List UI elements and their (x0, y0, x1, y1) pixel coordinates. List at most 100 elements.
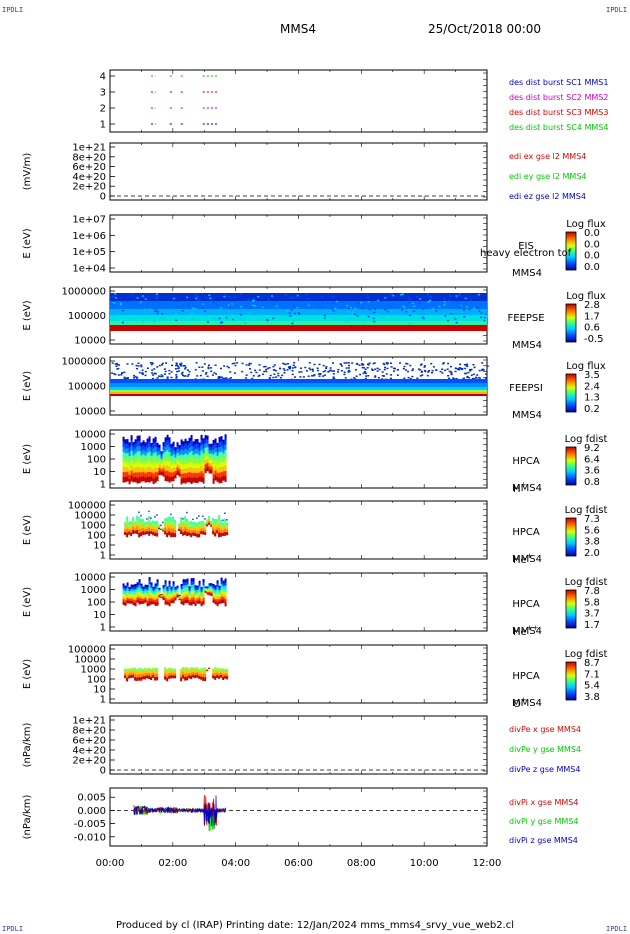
hpca-he-panel-colorbar-title: Log fdist (565, 505, 608, 516)
hpca-hepp-panel-cell (174, 590, 177, 593)
feepse-panel-noise (295, 294, 298, 296)
hpca-hepp-panel-cell (164, 592, 167, 596)
hpca-hepp-panel-cell (158, 587, 161, 590)
hpca-hepp-panel-cell (138, 594, 141, 599)
hpca-h-panel-cell (178, 458, 181, 463)
hpca-h-panel-cell (214, 466, 217, 472)
hpca-h-panel-cell (184, 468, 187, 474)
hpca-hepp-panel-cell (122, 591, 125, 595)
edi-panel-y-tick-label: 4e+20 (72, 172, 106, 183)
hpca-h-panel-cell (130, 450, 133, 457)
feepse-panel-noise (248, 312, 251, 315)
feepsi-panel-noise (466, 365, 469, 368)
divpi-panel-legend-entry: divPi y gse MMS4 (509, 817, 578, 826)
hpca-h-panel-cell (196, 448, 199, 455)
hpca-hepp-panel-cell (134, 586, 137, 590)
feepsi-panel-noise (446, 368, 449, 370)
hpca-h-panel-cell (144, 477, 147, 483)
hpca-h-panel-cell (188, 457, 191, 463)
hpca-hepp-panel-cell (218, 590, 221, 593)
hpca-he-panel-cell (204, 525, 207, 529)
feepse-panel-noise (156, 310, 159, 313)
hpca-h-panel-cell (196, 468, 199, 474)
hpca-o-panel-cell (140, 668, 143, 672)
hpca-h-panel-cell (176, 442, 179, 447)
hpca-hepp-panel-cell (216, 589, 219, 594)
hpca-h-panel-cell (184, 438, 187, 445)
hpca-hepp-panel-cell (146, 584, 149, 588)
hpca-h-panel-cell (130, 445, 133, 451)
feepsi-panel-noise (407, 370, 410, 373)
feepsi-panel-noise (184, 366, 187, 369)
hpca-h-panel-cell (160, 464, 163, 468)
hpca-h-panel-cell (132, 477, 135, 483)
feepse-panel-noise (216, 318, 219, 320)
feepse-panel-noise (384, 308, 387, 311)
hpca-hepp-panel-cell (134, 583, 137, 588)
feepse-panel-noise (443, 312, 446, 315)
hpca-hepp-panel-cell (216, 586, 219, 591)
feepsi-panel-noise (115, 365, 118, 368)
hpca-h-panel-cell (206, 459, 209, 464)
hpca-hepp-panel-cell (132, 594, 135, 598)
hpca-o-panel-cell (194, 675, 197, 679)
feepsi-panel-noise (485, 373, 488, 375)
feepsi-panel-noise (113, 373, 116, 375)
hpca-hepp-panel-cell (196, 594, 199, 598)
hpca-h-panel-cell (204, 443, 207, 449)
hpca-h-panel-cell (178, 445, 181, 449)
feepsi-panel-noise (298, 371, 301, 373)
hpca-h-panel-cell (212, 449, 215, 455)
feepsi-panel-noise (227, 366, 230, 369)
hpca-h-panel-cell (172, 467, 175, 473)
hpca-h-panel-cell (214, 452, 217, 458)
hpca-hepp-panel-instrument-label: HPCA (512, 599, 540, 610)
hpca-hepp-panel-cell (174, 598, 177, 601)
hpca-h-panel-cell (132, 464, 135, 470)
hpca-hepp-panel-cell (210, 590, 213, 593)
hpca-h-panel-cell (194, 458, 197, 464)
hpca-he-panel-cell (198, 515, 200, 517)
feepsi-panel-noise (347, 369, 350, 372)
feepsi-panel-noise (154, 372, 157, 375)
feepse-panel-noise (443, 304, 446, 306)
hpca-he-panel-cell (154, 524, 157, 528)
feepsi-panel-noise (385, 373, 388, 375)
hpca-hepp-panel-cell (182, 588, 185, 593)
feepse-panel-y-tick-label: 10000 (74, 336, 106, 347)
hpca-hepp-panel-cell (172, 586, 175, 590)
feepse-panel-noise (372, 314, 375, 316)
hpca-hepp-panel-cell (206, 590, 209, 592)
hpca-he-panel-cell (220, 532, 223, 537)
feepsi-panel-noise (171, 364, 174, 367)
hpca-hepp-panel-cell (222, 599, 225, 603)
feepsi-panel-noise (469, 369, 472, 372)
hpca-h-panel-cell (178, 472, 181, 477)
feepsi-panel-colorbar-tick: 2.4 (584, 381, 600, 392)
hpca-o-panel-cell (166, 671, 169, 676)
hpca-hepp-panel-cell (170, 592, 173, 596)
feepsi-panel-noise (272, 369, 275, 371)
hpca-hepp-panel-cell (210, 594, 213, 597)
hpca-he-panel-cell (164, 521, 167, 526)
hpca-h-panel-cell (126, 462, 129, 468)
hpca-h-panel-cell (186, 459, 189, 465)
hpca-h-panel-cell (156, 472, 159, 477)
hpca-h-panel-cell (200, 465, 203, 472)
hpca-o-panel-colorbar-title: Log fdist (565, 649, 608, 660)
hpca-hepp-panel-cell (142, 594, 145, 598)
hpca-h-panel-cell (210, 443, 213, 448)
hpca-o-panel-cell (142, 668, 145, 672)
hpca-h-panel-cell (210, 466, 213, 471)
hpca-o-panel-cell (128, 673, 131, 677)
hpca-hepp-panel-cell (178, 594, 181, 596)
feepse-panel-noise (114, 297, 117, 299)
feepse-panel-noise (290, 309, 293, 311)
hpca-hepp-panel-cell (152, 595, 155, 598)
hpca-he-panel-cell (184, 519, 187, 525)
hpca-o-panel-cell (144, 667, 147, 672)
feepsi-panel-instrument-label: FEEPSI (509, 383, 543, 394)
feepse-panel-noise (133, 299, 136, 302)
feepsi-panel-noise (201, 370, 204, 372)
hpca-h-panel-cell (126, 476, 129, 482)
